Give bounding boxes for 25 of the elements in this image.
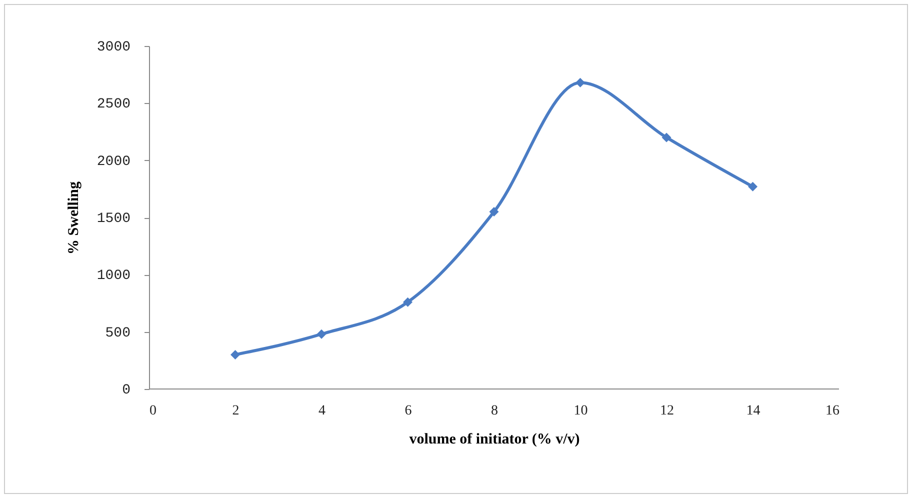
x-tick-label: 6 — [404, 404, 412, 418]
y-tick-label: 1500 — [96, 211, 130, 227]
y-axis-title: % Swelling — [66, 181, 82, 254]
point — [489, 207, 499, 217]
point — [748, 182, 758, 192]
point — [230, 350, 240, 360]
point — [403, 297, 412, 307]
y-tick-label: 2000 — [96, 154, 130, 170]
x-tick-label: 2 — [232, 404, 240, 418]
y-tick-label: 2500 — [96, 96, 130, 113]
x-tick-label: 12 — [660, 404, 674, 418]
y-tick-label: 0 — [122, 382, 130, 398]
point — [576, 78, 585, 88]
x-tick-label: 16 — [826, 404, 840, 418]
y-tick-label: 3000 — [96, 40, 130, 56]
point — [316, 329, 326, 339]
x-axis-title: volume of initiator (% v/v) — [409, 432, 580, 448]
x-tick-label: 0 — [150, 404, 156, 418]
x-tick-label: 10 — [574, 404, 588, 418]
x-tick-label: 8 — [491, 404, 498, 418]
point — [662, 132, 672, 142]
x-tick-label: 4 — [318, 404, 326, 418]
x-tick-label: 14 — [746, 404, 760, 418]
y-tick-label: 500 — [105, 325, 130, 342]
y-tick-label: 1000 — [96, 268, 130, 284]
